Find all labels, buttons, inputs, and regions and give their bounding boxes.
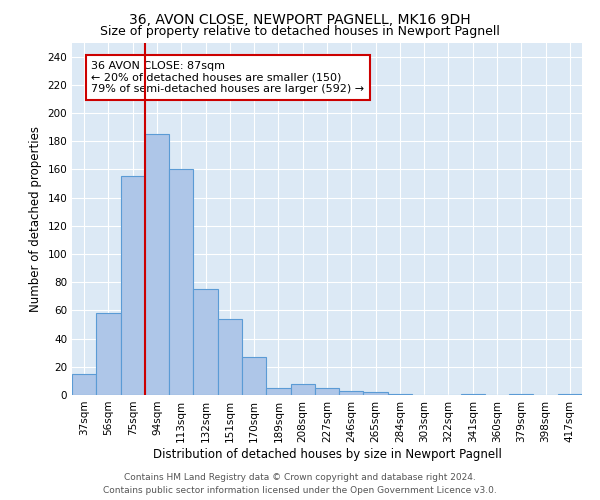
Text: Contains HM Land Registry data © Crown copyright and database right 2024.
Contai: Contains HM Land Registry data © Crown c… [103, 474, 497, 495]
Bar [145, 134, 169, 395]
Text: 36 AVON CLOSE: 87sqm
← 20% of detached houses are smaller (150)
79% of semi-deta: 36 AVON CLOSE: 87sqm ← 20% of detached h… [91, 61, 365, 94]
Bar [558, 394, 582, 395]
Bar [509, 394, 533, 395]
Bar [169, 170, 193, 395]
Y-axis label: Number of detached properties: Number of detached properties [29, 126, 42, 312]
Bar [364, 392, 388, 395]
Bar [193, 289, 218, 395]
Bar [72, 374, 96, 395]
Bar [121, 176, 145, 395]
Bar [242, 357, 266, 395]
Bar [461, 394, 485, 395]
X-axis label: Distribution of detached houses by size in Newport Pagnell: Distribution of detached houses by size … [152, 448, 502, 460]
Bar [315, 388, 339, 395]
Text: 36, AVON CLOSE, NEWPORT PAGNELL, MK16 9DH: 36, AVON CLOSE, NEWPORT PAGNELL, MK16 9D… [129, 12, 471, 26]
Text: Size of property relative to detached houses in Newport Pagnell: Size of property relative to detached ho… [100, 25, 500, 38]
Bar [266, 388, 290, 395]
Bar [96, 313, 121, 395]
Bar [388, 394, 412, 395]
Bar [339, 391, 364, 395]
Bar [290, 384, 315, 395]
Bar [218, 319, 242, 395]
